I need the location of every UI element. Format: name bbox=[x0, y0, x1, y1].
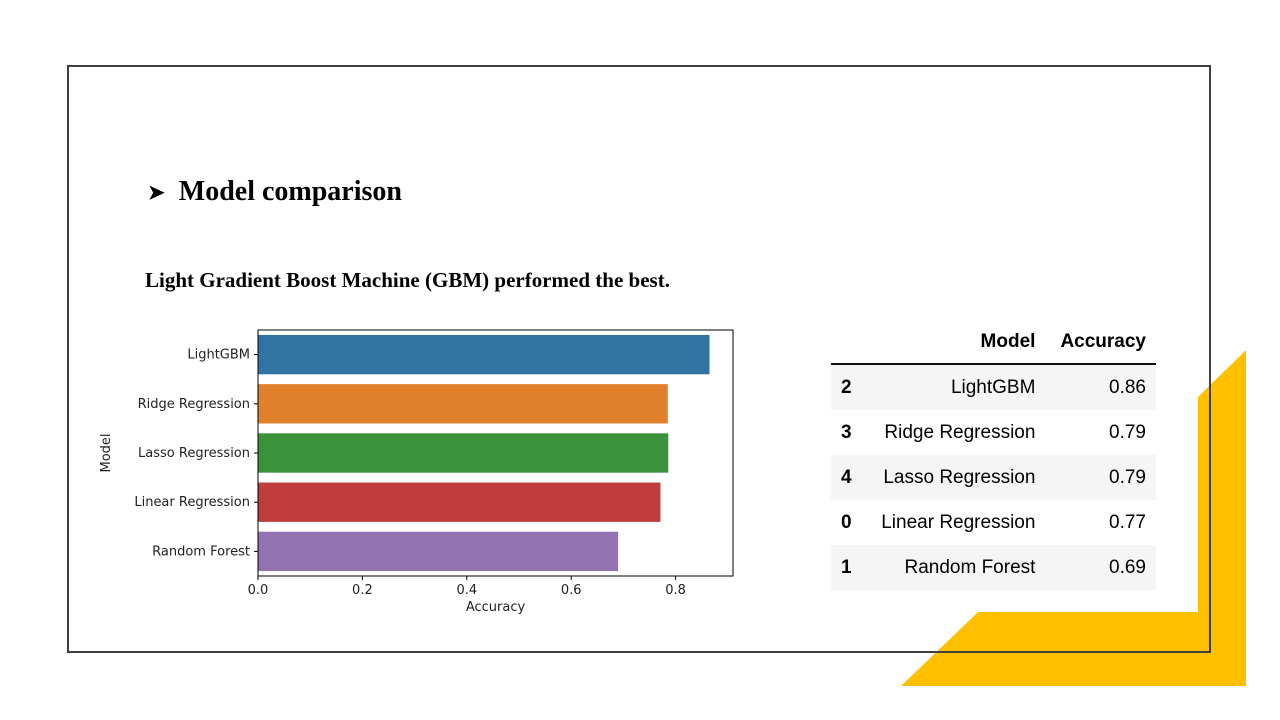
header-model: Model bbox=[863, 321, 1046, 365]
row-accuracy: 0.77 bbox=[1109, 511, 1146, 533]
x-axis-label: Accuracy bbox=[466, 600, 526, 615]
row-index: 1 bbox=[831, 545, 864, 590]
y-tick-label-4: Random Forest bbox=[152, 544, 250, 559]
slide-frame bbox=[67, 65, 1211, 653]
slide-heading: ➤ Model comparison bbox=[148, 176, 402, 208]
table-row: 2 LightGBM 0.86 bbox=[831, 364, 1156, 410]
plot-frame bbox=[257, 329, 734, 577]
row-index: 4 bbox=[831, 455, 864, 500]
row-model: Random Forest bbox=[863, 545, 1046, 590]
row-accuracy: 0.86 bbox=[1045, 364, 1156, 410]
table-header-row: Model Accuracy bbox=[831, 321, 1156, 365]
y-axis-label: Model bbox=[99, 433, 114, 472]
row-model: Linear Regression bbox=[881, 511, 1036, 533]
row-accuracy: 0.79 bbox=[1109, 421, 1146, 443]
accent-stripe-shape bbox=[901, 350, 1246, 686]
row-index: 0 bbox=[841, 511, 852, 533]
row-index: 3 bbox=[841, 421, 852, 443]
row-accuracy: 0.79 bbox=[1045, 455, 1156, 500]
table-row: 1 Random Forest 0.69 bbox=[831, 545, 1156, 590]
x-tick-label-1: 0.2 bbox=[352, 583, 373, 598]
bar-2 bbox=[258, 433, 669, 473]
bar-4 bbox=[258, 531, 619, 572]
bar-1 bbox=[258, 384, 668, 424]
slide-subtitle: Light Gradient Boost Machine (GBM) perfo… bbox=[145, 268, 670, 292]
x-tick-label-3: 0.6 bbox=[561, 583, 582, 598]
row-accuracy: 0.69 bbox=[1045, 545, 1156, 590]
bar-0 bbox=[258, 334, 710, 375]
y-tick-label-1: Ridge Regression bbox=[138, 397, 250, 412]
row-model: LightGBM bbox=[863, 364, 1046, 410]
row-model: Ridge Regression bbox=[884, 421, 1036, 443]
x-tick-label-4: 0.8 bbox=[665, 583, 686, 598]
heading-text: Model comparison bbox=[178, 176, 402, 207]
arrow-bullet-icon: ➤ bbox=[148, 181, 165, 204]
x-tick-label-0: 0.0 bbox=[248, 583, 269, 598]
header-accuracy: Accuracy bbox=[1045, 321, 1156, 365]
accuracy-bar-chart: LightGBM Ridge Regression Lasso Regression… bbox=[99, 329, 734, 615]
accuracy-table: Model Accuracy 2 LightGBM 0.86 3 Ridge R… bbox=[831, 321, 1156, 590]
table-row: 4 Lasso Regression 0.79 bbox=[831, 455, 1156, 500]
y-tick-label-2: Lasso Regression bbox=[138, 446, 250, 461]
table-row: 0 Linear Regression 0.77 bbox=[831, 500, 1156, 545]
bar-3 bbox=[258, 482, 661, 522]
y-tick-label-3: Linear Regression bbox=[134, 495, 250, 510]
row-model: Lasso Regression bbox=[863, 455, 1046, 500]
y-tick-label-0: LightGBM bbox=[187, 348, 250, 363]
table-row: 3 Ridge Regression 0.79 bbox=[831, 410, 1156, 455]
row-index: 2 bbox=[831, 364, 864, 410]
header-index bbox=[831, 321, 864, 365]
x-tick-label-2: 0.4 bbox=[456, 583, 477, 598]
